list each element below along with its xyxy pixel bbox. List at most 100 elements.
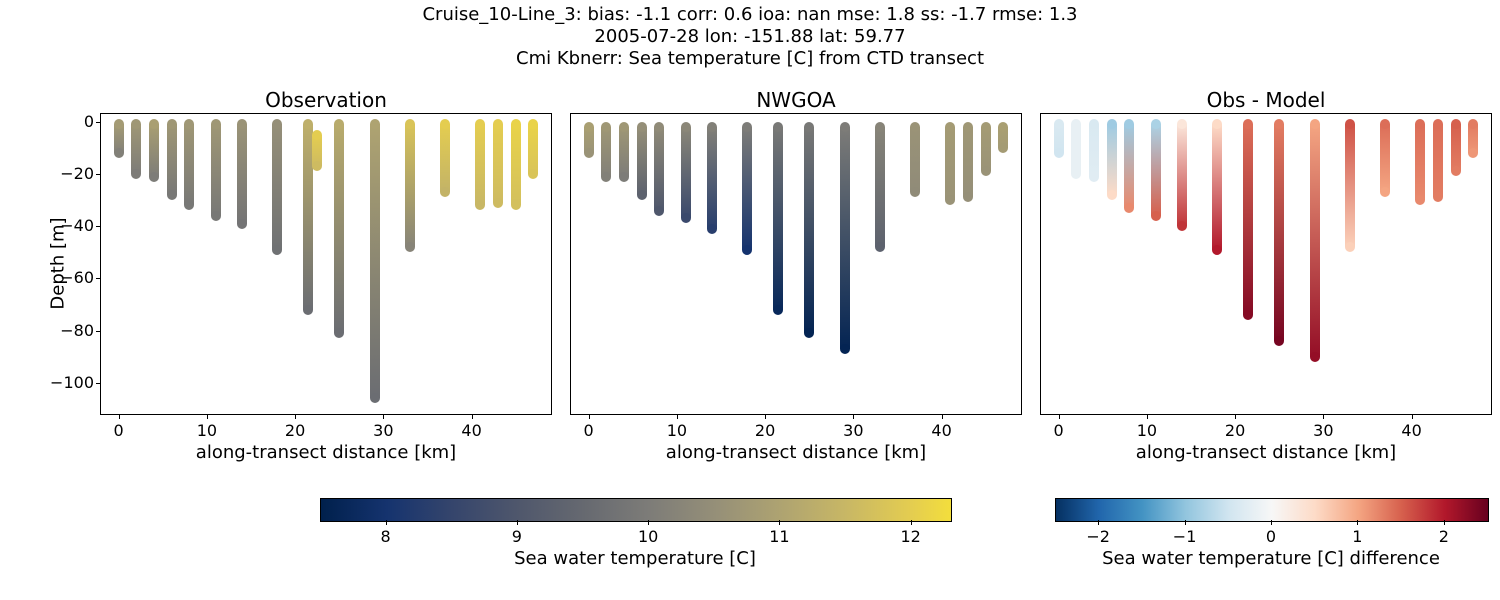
ctd-profile-cap [945,195,955,205]
ctd-profile [875,127,885,247]
ctd-profile-cap [1243,310,1253,320]
colorbar-tick-label: −1 [1173,527,1197,546]
ctd-profile [1310,124,1320,356]
ctd-profile [131,124,141,174]
x-tick-mark [383,414,384,419]
x-tick-mark [677,414,678,419]
ctd-profile [1433,124,1443,197]
ctd-profile-cap [1177,221,1187,231]
x-tick-label: 20 [285,421,305,440]
colorbar-tick-mark [386,520,387,525]
ctd-profile [1089,124,1099,176]
x-tick-mark [1059,414,1060,419]
ctd-profile-cap [184,200,194,210]
ctd-profile [528,124,538,174]
ctd-profile-cap [1089,172,1099,182]
ctd-profile [707,127,717,229]
suptitle-line-3: Cmi Kbnerr: Sea temperature [C] from CTD… [0,48,1500,69]
x-tick-mark [295,414,296,419]
colorbar-tick-mark [1357,520,1358,525]
ctd-profile [237,124,247,223]
colorbar-label: Sea water temperature [C] [320,548,950,569]
ctd-profile [440,124,450,192]
x-tick-label: 0 [584,421,594,440]
ctd-profile-cap [773,305,783,315]
ctd-profile [167,124,177,194]
ctd-profile-cap [312,161,322,171]
ctd-profile [1243,124,1253,314]
ctd-profile-cap [1345,242,1355,252]
colorbar-tick-mark [517,520,518,525]
ctd-profile-cap [440,187,450,197]
ctd-profile-cap [1107,119,1117,129]
x-tick-mark [119,414,120,419]
ctd-profile [1451,124,1461,171]
ctd-profile-cap [211,211,221,221]
x-tick-mark [765,414,766,419]
x-tick-mark [853,414,854,419]
ctd-profile [272,124,282,249]
colorbar-tick-mark [1444,520,1445,525]
colorbar-tick-mark [1098,520,1099,525]
ctd-profile-cap [114,148,124,158]
ctd-profile-cap [1124,203,1134,213]
ctd-profile [211,124,221,215]
ctd-profile-cap [619,172,629,182]
ctd-profile-cap [1274,336,1284,346]
ctd-profile-cap [963,192,973,202]
ctd-profile-cap [149,172,159,182]
ctd-profile [654,127,664,210]
x-tick-mark [1323,414,1324,419]
ctd-profile-cap [312,130,322,140]
colorbar-tick-label: 12 [900,527,920,546]
ctd-profile [910,127,920,192]
colorbar-difference: Sea water temperature [C] difference −2−… [1055,498,1487,570]
ctd-profile [1345,124,1355,247]
ctd-profile [742,127,752,250]
ctd-profile-cap [637,190,647,200]
colorbar-label: Sea water temperature [C] difference [1055,548,1487,569]
ctd-profile-cap [1415,195,1425,205]
profiles-container [571,114,1021,414]
y-tick-mark [96,122,101,123]
panel-nwgoa: NWGOA 010203040along-transect distance [… [570,113,1022,415]
ctd-profile-cap [654,206,664,216]
colorbar-tick-label: 11 [769,527,789,546]
ctd-profile-cap [840,122,850,132]
ctd-profile [637,127,647,195]
ctd-profile-cap [370,393,380,403]
x-tick-label: 0 [1054,421,1064,440]
y-axis-label: Depth [m] [48,217,69,309]
x-tick-mark [472,414,473,419]
panel-observation: Observation 010203040along-transect dist… [100,113,552,415]
y-tick-mark [96,174,101,175]
ctd-profile-cap [1212,245,1222,255]
x-tick-mark [942,414,943,419]
ctd-profile-cap [334,328,344,338]
ctd-profile [981,127,991,171]
x-tick-label: 20 [755,421,775,440]
ctd-profile-cap [528,169,538,179]
y-tick-mark [96,331,101,332]
ctd-profile-cap [475,200,485,210]
ctd-profile-cap [1071,169,1081,179]
ctd-profile-cap [707,224,717,234]
ctd-profile-cap [1380,187,1390,197]
colorbar-gradient [320,498,952,522]
ctd-profile [370,124,380,398]
ctd-profile [1212,124,1222,249]
ctd-profile [619,127,629,177]
colorbar-tick-mark [1185,520,1186,525]
y-tick-label: −80 [46,321,94,340]
x-tick-label: 0 [114,421,124,440]
y-tick-label: −100 [46,373,94,392]
ctd-profile-cap [637,122,647,132]
suptitle-line-2: 2005-07-28 lon: -151.88 lat: 59.77 [0,26,1500,47]
colorbar-tick-label: 0 [1266,527,1276,546]
ctd-profile [1415,124,1425,200]
ctd-profile [1151,124,1161,215]
ctd-profile-cap [584,148,594,158]
ctd-profile [184,124,194,205]
ctd-profile [773,127,783,310]
ctd-profile-cap [981,166,991,176]
